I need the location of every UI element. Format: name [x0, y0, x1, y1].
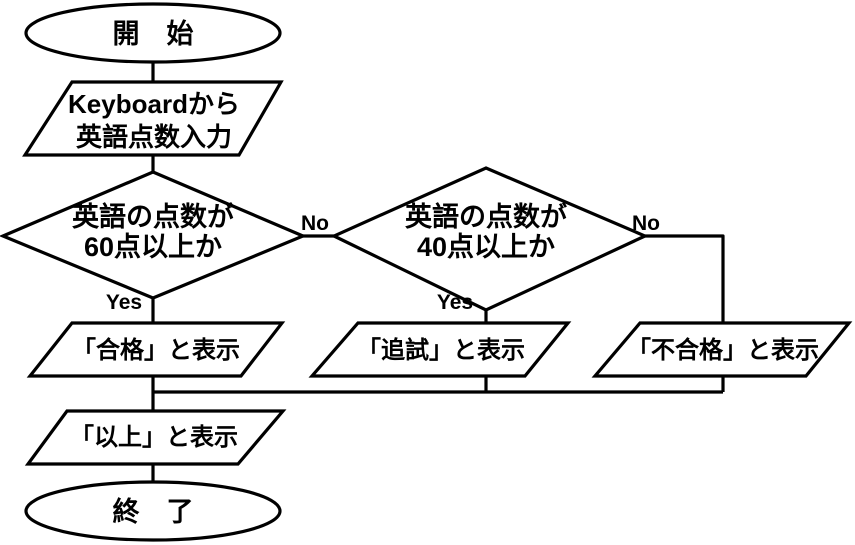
svg-text:No: No [632, 212, 660, 235]
svg-text:60点以上か: 60点以上か [84, 232, 222, 262]
svg-text:英語の点数が: 英語の点数が [72, 201, 234, 232]
svg-text:英語点数入力: 英語点数入力 [76, 122, 232, 152]
svg-text:「以上」と表示: 「以上」と表示 [70, 423, 238, 451]
svg-text:「不合格」と表示: 「不合格」と表示 [627, 336, 819, 364]
svg-text:Yes: Yes [437, 291, 473, 314]
svg-text:終 了: 終 了 [113, 496, 194, 527]
svg-text:Yes: Yes [106, 291, 142, 314]
svg-text:No: No [301, 212, 329, 235]
svg-text:Keyboardから: Keyboardから [68, 89, 240, 119]
svg-text:開 始: 開 始 [113, 18, 194, 49]
svg-text:「合格」と表示: 「合格」と表示 [72, 336, 240, 364]
svg-text:40点以上か: 40点以上か [417, 232, 555, 262]
svg-text:「追試」と表示: 「追試」と表示 [357, 336, 525, 364]
svg-text:英語の点数が: 英語の点数が [405, 201, 567, 232]
